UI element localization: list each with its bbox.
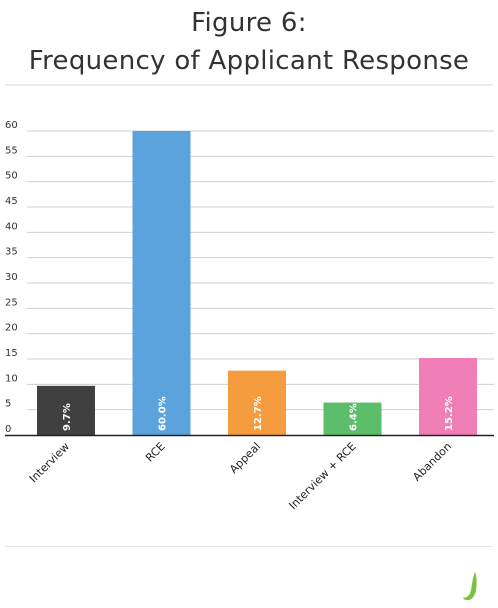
y-tick-label: 30: [5, 272, 18, 283]
data-label: 6.4%: [349, 403, 360, 431]
gridlines: [27, 130, 494, 411]
x-tick-label: Appeal: [227, 440, 263, 476]
chart-title-block: Figure 6: Frequency of Applicant Respons…: [0, 4, 498, 80]
x-tick-label: Interview: [27, 440, 72, 485]
x-tick-label: Abandon: [410, 440, 454, 484]
bar: [132, 131, 191, 435]
j-leaf-logo-icon: [463, 572, 477, 601]
y-tick-label: 25: [5, 297, 18, 308]
title-divider: [5, 84, 493, 86]
bars: 9.7% 60.0% 12.7% 6.4% 15.2%: [37, 131, 477, 435]
y-tick-label: 50: [5, 171, 18, 182]
y-tick-label: 60: [5, 120, 18, 131]
y-tick-label: 5: [5, 399, 11, 410]
y-tick-label: 35: [5, 247, 18, 258]
data-label: 12.7%: [253, 396, 264, 431]
y-axis-ticks: 0 5 10 15 20 25 30 35 40 45 50 55 60: [5, 120, 18, 435]
data-label: 9.7%: [62, 403, 73, 431]
y-tick-label: 45: [5, 196, 18, 207]
chart-title: Figure 6:: [191, 8, 307, 38]
bar: [419, 357, 477, 435]
data-label: 60.0%: [158, 396, 169, 431]
data-label: 15.2%: [444, 396, 455, 431]
y-tick-label: 15: [5, 348, 18, 359]
x-tick-label: Interview + RCE: [286, 440, 358, 512]
y-tick-label: 40: [5, 221, 18, 232]
y-tick-label: 10: [5, 373, 18, 384]
y-tick-label: 20: [5, 323, 18, 334]
bar: [323, 402, 382, 435]
y-tick-label: 55: [5, 145, 18, 156]
footer-divider: [5, 546, 493, 547]
chart-subtitle: Frequency of Applicant Response: [28, 46, 470, 76]
x-axis-labels: Interview RCE Appeal Interview + RCE Abandon: [27, 440, 454, 512]
y-tick-label: 0: [5, 424, 11, 435]
bar: [228, 370, 286, 435]
bar-chart: 0 5 10 15 20 25 30 35 40 45 50 55 60 9.7% 60.0% 12.7% 6…: [5, 120, 494, 512]
bar: [37, 385, 95, 435]
x-tick-label: RCE: [143, 440, 168, 465]
